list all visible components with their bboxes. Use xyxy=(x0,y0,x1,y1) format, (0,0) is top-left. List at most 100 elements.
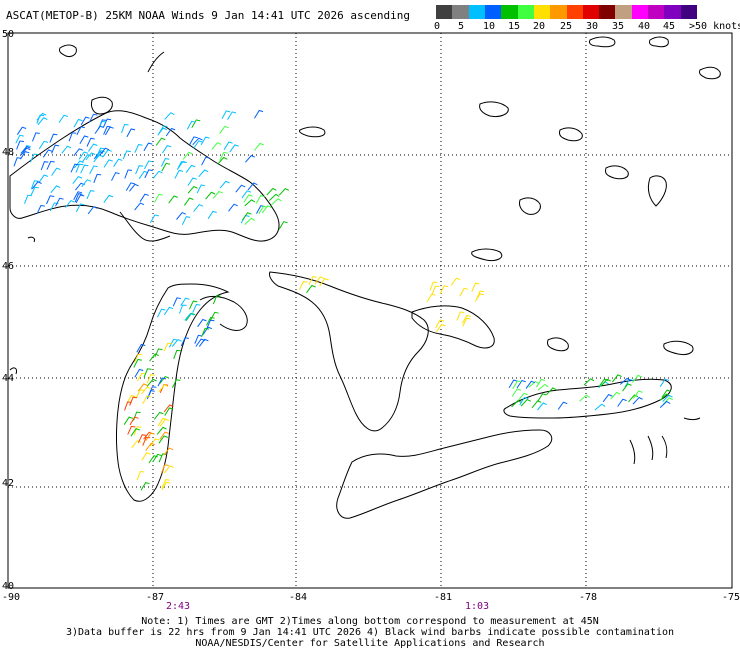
wind-barb xyxy=(187,185,198,194)
wind-barb xyxy=(244,199,256,207)
wind-barb xyxy=(99,147,110,156)
wind-barb xyxy=(659,400,671,408)
wind-barb xyxy=(78,151,89,160)
wind-barb xyxy=(55,197,64,207)
wind-barb xyxy=(16,126,27,135)
wind-barb xyxy=(659,378,670,387)
wind-barb xyxy=(124,401,132,411)
pass-time: 2:43 xyxy=(166,601,190,612)
wind-barb xyxy=(46,195,55,205)
wind-barb xyxy=(156,426,167,435)
wind-barb xyxy=(144,160,153,170)
wind-barb xyxy=(189,136,198,146)
lake-huron-outline xyxy=(269,271,429,432)
wind-barb xyxy=(102,149,112,158)
wind-barb xyxy=(146,374,155,384)
wind-barb xyxy=(113,158,123,167)
wind-barb xyxy=(201,156,210,166)
wind-barb xyxy=(122,150,131,160)
wind-barb xyxy=(164,465,174,474)
wind-barb xyxy=(186,120,196,130)
wind-barb xyxy=(149,214,159,223)
wind-barb xyxy=(266,187,277,196)
lon-label: -75 xyxy=(722,592,740,603)
wind-barb xyxy=(278,221,288,230)
wind-barb xyxy=(194,334,203,344)
wind-barb xyxy=(135,165,144,175)
wind-barb xyxy=(528,380,540,388)
wind-barb xyxy=(176,161,186,170)
wind-barb xyxy=(136,372,146,382)
wind-barb xyxy=(512,380,522,389)
wind-barb xyxy=(75,203,85,213)
wind-barb xyxy=(212,295,221,305)
wind-barb xyxy=(525,380,536,389)
wind-barb xyxy=(159,418,170,427)
lat-label: 48 xyxy=(2,147,14,158)
wind-barb xyxy=(129,396,138,406)
wind-barb xyxy=(201,327,210,337)
wind-barb xyxy=(456,311,465,321)
wind-barb xyxy=(205,191,216,200)
wind-barb xyxy=(87,143,98,152)
wind-barb xyxy=(171,338,182,347)
pass-times: 2:43 1:03 xyxy=(166,601,489,612)
wind-barb xyxy=(436,323,446,333)
wind-barb xyxy=(13,157,22,167)
wind-barb xyxy=(20,147,31,156)
wind-barb xyxy=(172,297,181,307)
wind-barb xyxy=(165,127,176,137)
colorbar-swatch xyxy=(648,5,665,19)
wind-barb xyxy=(103,194,114,203)
wind-barb xyxy=(81,179,92,188)
colorbar-label: 30 xyxy=(586,21,599,32)
wind-barb xyxy=(163,447,174,456)
wind-barb xyxy=(134,202,145,211)
wind-barb xyxy=(46,160,55,170)
wind-barb xyxy=(271,198,282,206)
wind-barb xyxy=(75,194,85,204)
map-title: ASCAT(METOP-B) 25KM NOAA Winds 9 Jan 14:… xyxy=(6,9,410,22)
colorbar-label: 45 xyxy=(663,21,676,32)
wind-barb xyxy=(180,337,189,347)
wind-barb xyxy=(557,401,568,410)
colorbar-swatch xyxy=(631,5,649,19)
wind-barb xyxy=(632,396,643,405)
wind-barb xyxy=(85,152,96,161)
wind-barb xyxy=(198,169,209,178)
wind-barb xyxy=(168,195,178,204)
wind-barb xyxy=(94,125,104,134)
colorbar-swatch xyxy=(566,5,583,19)
wind-barb xyxy=(142,395,152,405)
colorbar-label: 20 xyxy=(533,21,546,32)
wind-barb xyxy=(511,399,522,408)
wind-barb xyxy=(111,172,120,181)
wind-barb xyxy=(50,185,61,194)
wind-barb xyxy=(73,148,84,157)
wind-barb xyxy=(157,127,168,136)
wind-barb xyxy=(142,436,151,446)
wind-barb xyxy=(29,153,39,163)
wind-barb xyxy=(185,164,196,173)
wind-barb xyxy=(212,190,223,199)
wind-barb xyxy=(182,151,193,160)
wind-barb xyxy=(244,217,255,225)
wind-barb xyxy=(219,125,229,134)
wind-barb xyxy=(519,396,529,406)
wind-speed-colorbar xyxy=(436,5,697,19)
wind-barb xyxy=(149,353,159,362)
lat-label: 42 xyxy=(2,478,14,489)
lat-label: 46 xyxy=(2,261,14,272)
wind-barb xyxy=(211,142,222,150)
wind-barb xyxy=(88,113,98,123)
wind-barb xyxy=(187,177,197,186)
wind-barb xyxy=(268,193,280,201)
wind-barb xyxy=(79,135,89,145)
wind-barb xyxy=(176,211,187,220)
lon-label: -81 xyxy=(434,592,452,603)
wind-barb xyxy=(136,470,145,481)
wind-barb xyxy=(661,389,671,398)
wind-barb xyxy=(174,169,184,179)
wind-barb xyxy=(73,118,83,128)
